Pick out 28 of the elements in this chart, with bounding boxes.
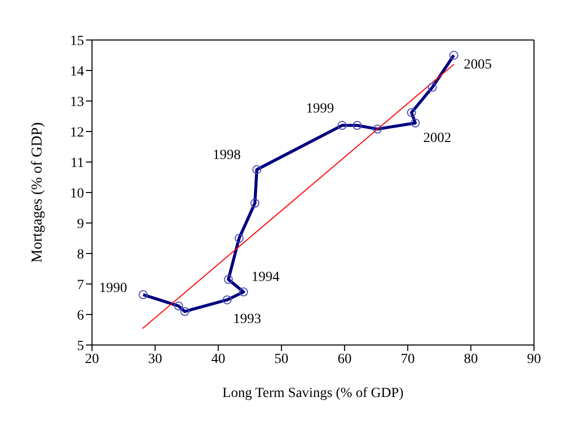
y-tick-label: 7 [77,278,84,293]
y-tick-label: 12 [70,125,84,140]
y-tick-label: 9 [77,216,84,232]
annotation: 1998 [212,148,241,163]
y-tick-label: 14 [70,64,84,80]
x-tick-label: 20 [85,352,99,367]
x-tick-label: 70 [400,352,415,367]
x-axis-title: Long Term Savings (% of GDP) [222,386,404,401]
annotation: 2002 [423,131,452,146]
x-tick-label: 60 [338,352,352,367]
y-axis-title: Mortgages (% of GDP) [29,122,46,263]
y-tick-label: 5 [77,338,84,354]
y-tick-label: 6 [77,308,84,324]
x-tick-label: 80 [464,352,478,367]
annotation: 2005 [464,57,492,72]
x-tick-label: 50 [274,352,288,367]
x-tick-label: 30 [148,352,162,367]
y-tick-label: 13 [70,94,84,110]
y-tick-label: 15 [70,34,84,49]
x-tick-label: 90 [527,352,541,367]
annotation: 1990 [99,280,128,296]
annotation: 1994 [252,270,280,286]
x-tick-label: 40 [211,352,226,367]
annotation: 1999 [306,102,334,117]
annotation: 1993 [233,312,262,328]
y-tick-label: 8 [77,247,84,262]
y-tick-label: 10 [70,186,84,202]
y-tick-label: 11 [70,156,84,171]
